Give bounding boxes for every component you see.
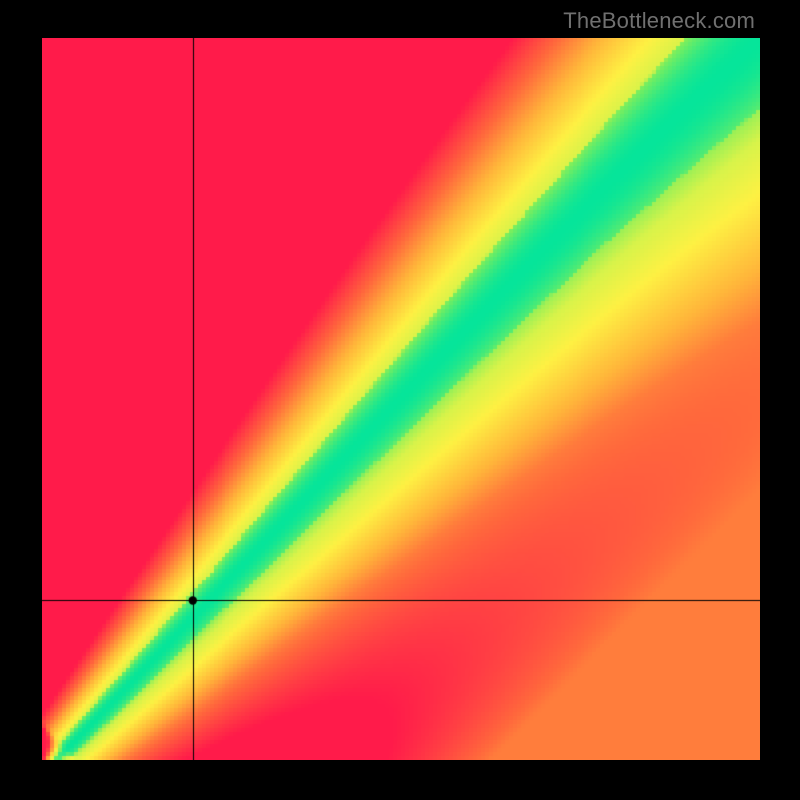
chart-stage: TheBottleneck.com [0,0,800,800]
heatmap-canvas [42,38,760,760]
watermark-text: TheBottleneck.com [563,8,755,34]
